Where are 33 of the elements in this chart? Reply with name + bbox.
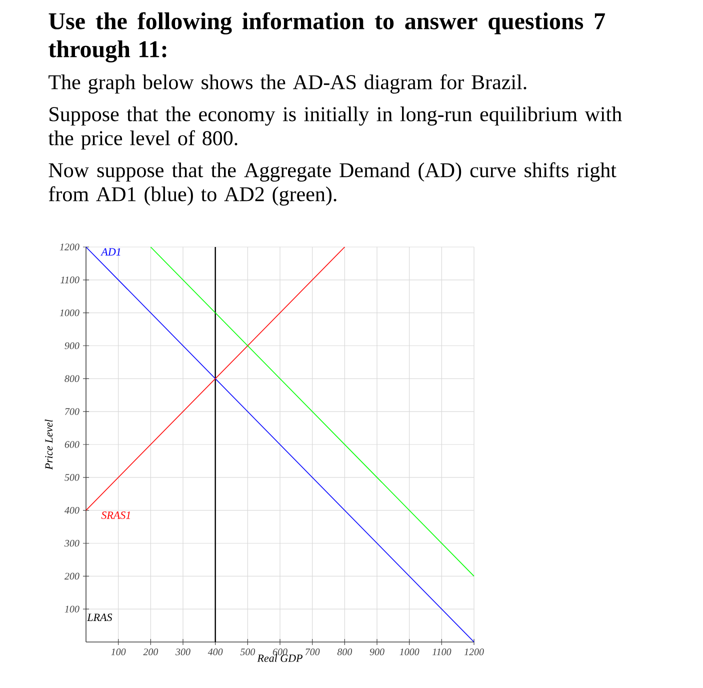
y-tick-label: 100 bbox=[64, 606, 80, 612]
x-tick-label: 800 bbox=[337, 648, 352, 656]
y-tick-label: 600 bbox=[64, 441, 80, 448]
chart-subtitle: The graph below shows the AD-AS diagram for Brazil. bbox=[48, 74, 526, 94]
y-axis-title: Price Level bbox=[44, 420, 53, 470]
x-tick-label: 400 bbox=[208, 648, 223, 656]
y-tick-label: 800 bbox=[64, 375, 80, 382]
x-tick-label: 1100 bbox=[432, 648, 452, 656]
x-tick-label: 300 bbox=[175, 648, 190, 656]
x-tick-label: 600 bbox=[272, 648, 288, 656]
chart-title: Use the following information to answer questions 7 through 11: bbox=[48, 12, 605, 62]
y-tick-label: 300 bbox=[64, 540, 80, 547]
ref-line-label: LRAS bbox=[87, 614, 112, 622]
x-tick-label: 700 bbox=[305, 648, 320, 656]
y-tick-label: 1000 bbox=[60, 309, 80, 316]
x-tick-label: 100 bbox=[111, 648, 126, 656]
series-label: SRAS1 bbox=[101, 512, 130, 519]
x-axis-title: Real GDP bbox=[257, 654, 302, 662]
x-tick-label: 1200 bbox=[464, 648, 484, 656]
y-tick-label: 1200 bbox=[60, 244, 80, 250]
series-label: AD1 bbox=[100, 248, 120, 256]
x-tick-label: 1000 bbox=[400, 648, 420, 656]
y-tick-label: 200 bbox=[64, 572, 80, 580]
x-tick-label: 500 bbox=[240, 648, 256, 656]
x-tick-label: 200 bbox=[143, 648, 158, 656]
y-tick-label: 1100 bbox=[60, 276, 80, 284]
text: Suppose that the economy is initially in long-run equilibrium with the price level of 800. bbox=[48, 106, 622, 150]
text: Now suppose that the Aggregate Demand (AD) curve shifts right from AD1 (blue) to AD2 (green). bbox=[48, 162, 616, 206]
y-tick-label: 700 bbox=[65, 408, 80, 415]
y-tick-label: 500 bbox=[64, 474, 80, 481]
y-tick-label: 900 bbox=[64, 342, 80, 350]
y-tick-label: 400 bbox=[64, 506, 80, 514]
x-tick-label: 900 bbox=[370, 648, 384, 656]
